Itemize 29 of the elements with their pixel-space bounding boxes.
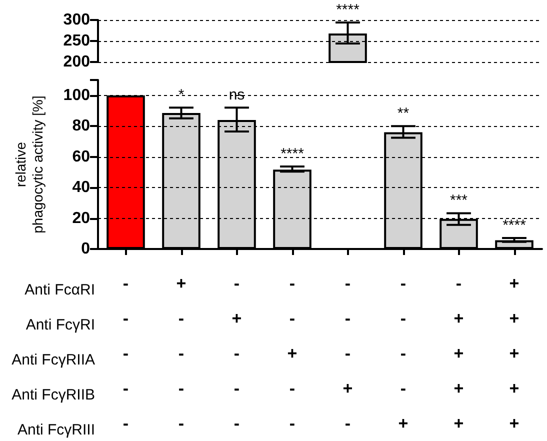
text: Anti FcγRIIA	[12, 352, 96, 368]
text: Anti FcγRIIB	[12, 386, 96, 404]
data-label: ***	[450, 192, 468, 210]
y-tick-label: 100	[63, 86, 90, 104]
x-tick-label: - + - - -	[232, 274, 242, 433]
data-label: ****	[336, 2, 360, 19]
x-tick-label: - + + + +	[454, 274, 464, 433]
y-tick-label: 20	[72, 210, 90, 227]
x-tick-label: - - - - -	[122, 274, 129, 433]
data-label: *	[178, 86, 184, 104]
y-tick-label: 0	[81, 240, 90, 258]
x-tick-label: + + + + +	[509, 274, 520, 433]
x-tick-label: - - - - +	[398, 274, 408, 433]
data-label: ****	[280, 145, 304, 162]
text: Anti FcγRI	[26, 316, 96, 334]
y-tick-label: 40	[72, 179, 90, 196]
data-label: **	[397, 105, 410, 122]
y-axis-title: relative phagocytic activity [%]	[12, 96, 46, 234]
y-tick-label: 80	[72, 118, 90, 135]
text: Anti FcγRIII	[17, 422, 96, 438]
x-tick-label: - - - + -	[342, 274, 353, 433]
y-tick-label: 250	[63, 32, 90, 50]
y-tick-label: 300	[63, 12, 90, 28]
text: Anti FcαRI	[24, 282, 96, 298]
x-tick-label: - - + - -	[287, 274, 298, 433]
y-tick-label: 200	[63, 54, 90, 70]
x-tick-label: + - - - -	[176, 274, 186, 433]
data-label: ****	[502, 216, 526, 234]
y-tick-label: 60	[72, 148, 90, 166]
